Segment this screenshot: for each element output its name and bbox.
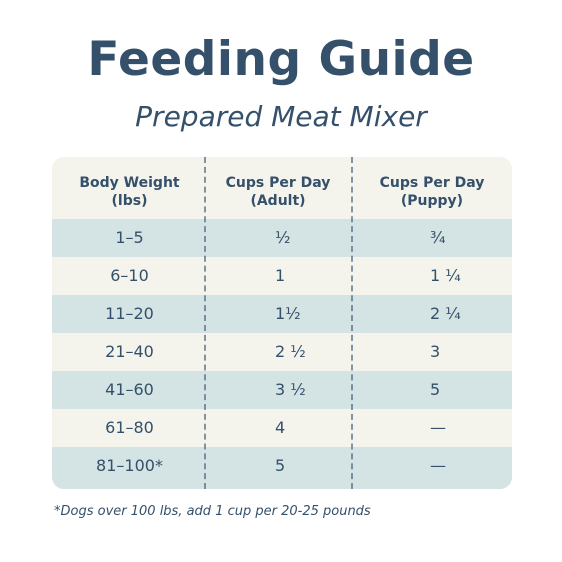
adult-cups-value: 4	[275, 418, 286, 437]
header-cups-adult: Cups Per Day (Adult)	[204, 174, 352, 210]
puppy-cups-cell: —	[352, 447, 512, 485]
header-label-line2: (Puppy)	[400, 193, 464, 209]
header-label-line2: (Adult)	[250, 193, 306, 209]
header-cups-puppy: Cups Per Day (Puppy)	[352, 174, 512, 210]
adult-cups-cell: 1	[204, 257, 352, 295]
table-row: 41–60 3 ½ 5	[52, 371, 512, 409]
puppy-cups-value: —	[430, 456, 446, 475]
puppy-cups-value: 5	[430, 380, 441, 399]
weight-cell: 41–60	[105, 380, 154, 399]
weight-cell: 61–80	[105, 418, 154, 437]
adult-cups-cell: 4	[204, 409, 352, 447]
adult-cups-cell: 5	[204, 447, 352, 485]
puppy-cups-cell: —	[352, 409, 512, 447]
weight-cell: 81–100*	[96, 456, 163, 475]
table-row: 81–100* 5 —	[52, 447, 512, 489]
puppy-cups-cell: 2 ¼	[352, 295, 512, 333]
puppy-cups-value: 2 ¼	[430, 304, 461, 323]
adult-cups-value: ½	[275, 228, 291, 247]
puppy-cups-cell: 1 ¼	[352, 257, 512, 295]
table-row: 61–80 4 —	[52, 409, 512, 447]
table-row: 21–40 2 ½ 3	[52, 333, 512, 371]
adult-cups-value: 3 ½	[275, 380, 306, 399]
footnote: *Dogs over 100 lbs, add 1 cup per 20-25 …	[54, 504, 371, 519]
page-subtitle: Prepared Meat Mixer	[135, 100, 427, 133]
table-row: 1–5 ½ ¾	[52, 219, 512, 257]
table-header-row: Body Weight (lbs) Cups Per Day (Adult) C…	[52, 157, 512, 219]
weight-cell: 11–20	[105, 304, 154, 323]
puppy-cups-value: 3	[430, 342, 441, 361]
puppy-cups-value: —	[430, 418, 446, 437]
table-row: 6–10 1 1 ¼	[52, 257, 512, 295]
puppy-cups-value: ¾	[430, 228, 446, 247]
puppy-cups-cell: ¾	[352, 219, 512, 257]
weight-cell: 6–10	[110, 266, 149, 285]
adult-cups-value: 1½	[275, 304, 301, 323]
column-divider	[204, 157, 206, 489]
adult-cups-cell: 1½	[204, 295, 352, 333]
header-label-line2: (lbs)	[111, 193, 148, 209]
adult-cups-value: 2 ½	[275, 342, 306, 361]
adult-cups-cell: 2 ½	[204, 333, 352, 371]
table-row: 11–20 1½ 2 ¼	[52, 295, 512, 333]
puppy-cups-cell: 5	[352, 371, 512, 409]
page-title: Feeding Guide	[87, 32, 475, 87]
header-label-line1: Cups Per Day	[379, 175, 485, 191]
adult-cups-cell: 3 ½	[204, 371, 352, 409]
weight-cell: 21–40	[105, 342, 154, 361]
adult-cups-cell: ½	[204, 219, 352, 257]
header-body-weight: Body Weight (lbs)	[52, 174, 207, 210]
feeding-table: Body Weight (lbs) Cups Per Day (Adult) C…	[52, 157, 512, 489]
puppy-cups-value: 1 ¼	[430, 266, 461, 285]
header-label-line1: Cups Per Day	[225, 175, 331, 191]
header-label-line1: Body Weight	[79, 175, 180, 191]
puppy-cups-cell: 3	[352, 333, 512, 371]
adult-cups-value: 5	[275, 456, 286, 475]
column-divider	[351, 157, 353, 489]
adult-cups-value: 1	[275, 266, 286, 285]
weight-cell: 1–5	[115, 228, 144, 247]
